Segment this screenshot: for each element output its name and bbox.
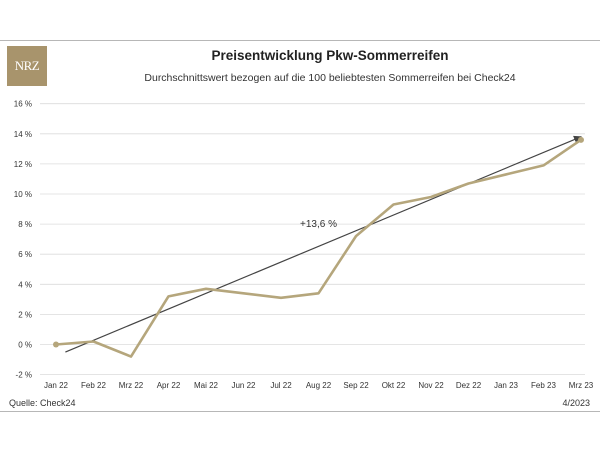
x-tick-label: Dez 22 xyxy=(456,381,482,390)
trend-line xyxy=(65,135,582,353)
x-tick-label: Mrz 22 xyxy=(119,381,144,390)
y-axis-ticks: -2 % 0 % 2 % 4 % 6 % 8 % 10 % 12 % 14 % 16 % xyxy=(14,100,32,380)
y-tick-label: 8 % xyxy=(18,220,32,229)
y-tick-label: 6 % xyxy=(18,250,32,259)
x-tick-label: Mrz 23 xyxy=(569,381,594,390)
source-note: Quelle: Check24 xyxy=(9,398,76,408)
y-tick-label: 10 % xyxy=(14,190,32,199)
series-layer xyxy=(53,136,584,358)
date-note: 4/2023 xyxy=(562,398,590,408)
y-tick-label: -2 % xyxy=(16,371,32,380)
series-line xyxy=(54,138,583,358)
x-tick-label: Feb 23 xyxy=(531,381,556,390)
trend-arrow xyxy=(65,135,582,353)
x-tick-label: Okt 22 xyxy=(382,381,406,390)
x-tick-label: Jun 22 xyxy=(231,381,256,390)
chart-title: Preisentwicklung Pkw-Sommerreifen xyxy=(211,48,449,63)
x-tick-label: Aug 22 xyxy=(306,381,332,390)
x-tick-label: Nov 22 xyxy=(418,381,444,390)
annotations: +13,6 % xyxy=(300,219,337,230)
nrz-logo: NRZ xyxy=(7,46,47,86)
end-point xyxy=(578,136,584,143)
chart-subtitle: Durchschnittswert bezogen auf die 100 be… xyxy=(144,72,516,84)
x-axis-ticks: Jan 22 Feb 22 Mrz 22 Apr 22 Mai 22 Jun 22 Jul … xyxy=(44,381,594,390)
y-tick-label: 2 % xyxy=(18,310,32,319)
y-tick-label: 16 % xyxy=(14,100,32,109)
start-point xyxy=(53,341,59,348)
x-tick-label: Jan 23 xyxy=(494,381,519,390)
y-tick-label: 0 % xyxy=(18,341,32,350)
x-tick-label: Jan 22 xyxy=(44,381,69,390)
x-tick-label: Feb 22 xyxy=(81,381,106,390)
y-tick-label: 4 % xyxy=(18,280,32,289)
annotation-label: +13,6 % xyxy=(300,219,337,230)
chart-frame xyxy=(0,40,600,412)
y-tick-label: 14 % xyxy=(14,130,32,139)
x-tick-label: Jul 22 xyxy=(270,381,292,390)
x-tick-label: Mai 22 xyxy=(194,381,219,390)
x-tick-label: Sep 22 xyxy=(343,381,369,390)
y-tick-label: 12 % xyxy=(14,160,32,169)
x-tick-label: Apr 22 xyxy=(157,381,181,390)
grid-lines xyxy=(40,103,585,376)
